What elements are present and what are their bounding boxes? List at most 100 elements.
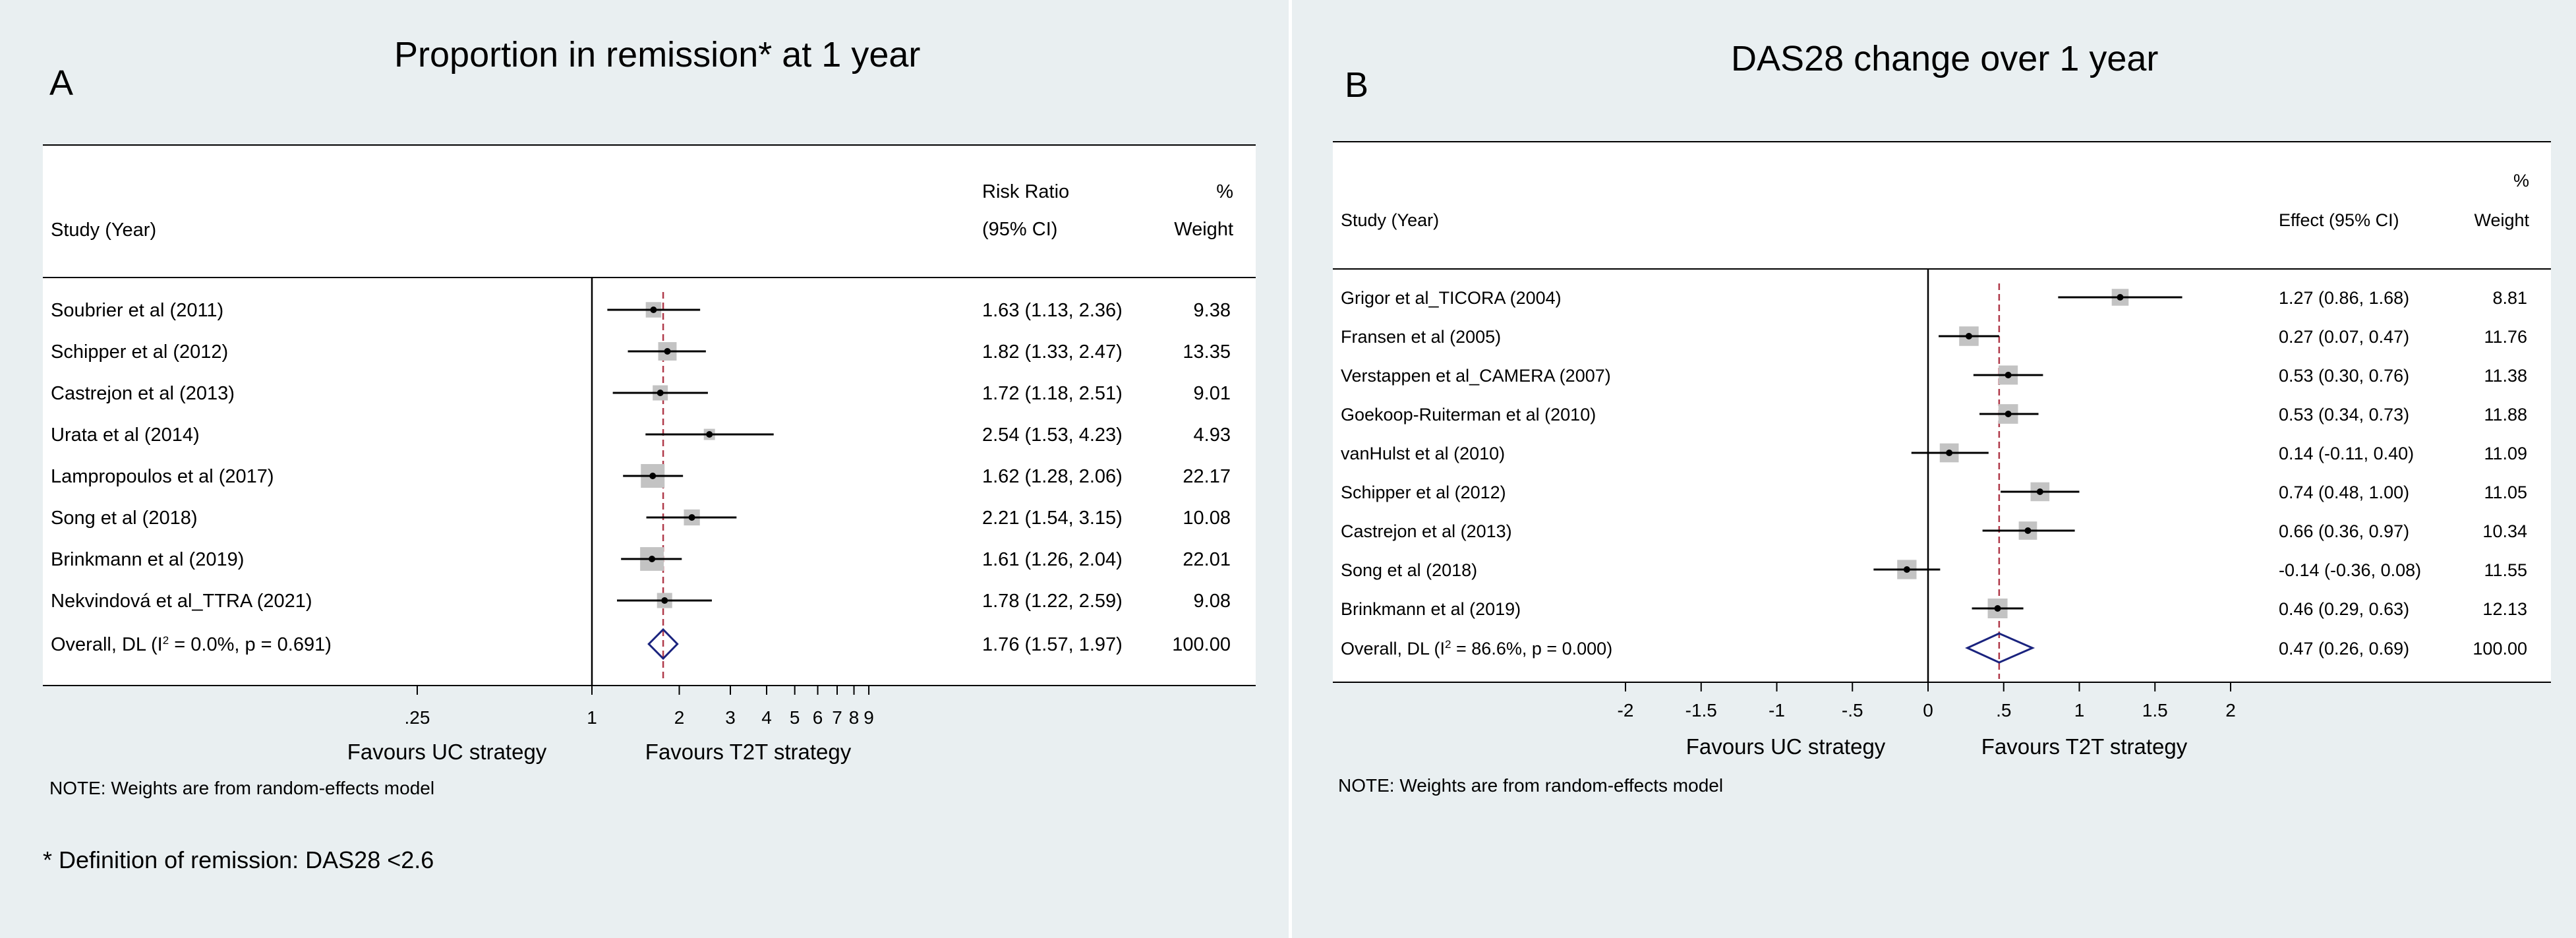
study-weight: 10.08 [1183,508,1231,529]
panel-title: Proportion in remission* at 1 year [394,35,921,74]
x-axis-tick-label: 0 [1923,700,1933,720]
favours-left-label: Favours UC strategy [1686,734,1886,759]
x-axis-tick-label: 1 [587,707,597,728]
x-axis-tick-label: 1.5 [2142,700,2168,720]
favours-right-label: Favours T2T strategy [1981,734,2188,759]
overall-weight: 100.00 [1172,634,1231,655]
x-axis-tick-label: -1.5 [1685,700,1717,720]
study-name: Urata et al (2014) [51,425,200,446]
study-effect-ci: 0.66 (0.36, 0.97) [2279,521,2409,541]
study-effect-ci: 1.82 (1.33, 2.47) [982,341,1123,363]
study-name: Song et al (2018) [51,508,197,529]
favours-right-label: Favours T2T strategy [645,740,852,764]
study-effect-ci: 2.21 (1.54, 3.15) [982,508,1123,529]
study-weight: 10.34 [2482,521,2527,541]
study-effect-ci: 1.72 (1.18, 2.51) [982,383,1123,404]
study-effect-ci: -0.14 (-0.36, 0.08) [2279,560,2421,580]
study-name: Schipper et al (2012) [51,341,228,363]
study-name: Soubrier et al (2011) [51,300,223,321]
x-axis-tick-label: 2 [674,707,685,728]
favours-left-label: Favours UC strategy [347,740,547,764]
study-name: Schipper et al (2012) [1341,483,1506,502]
column-header-weight: Weight [2474,210,2529,230]
study-effect-ci: 0.74 (0.48, 1.00) [2279,483,2409,502]
plot-area: Study (Year) Risk Ratio (95% CI)% Weight Sou… [43,144,1256,764]
study-point-estimate [2024,527,2032,534]
study-effect-ci: 0.53 (0.34, 0.73) [2279,405,2409,425]
column-header-study: Study (Year) [1341,210,1439,230]
x-axis-tick-label: 4 [761,707,772,728]
study-point-estimate [1994,605,2001,612]
study-weight: 11.76 [2484,327,2527,347]
overall-effect-ci: 0.47 (0.26, 0.69) [2279,639,2409,659]
column-header-ci: Effect (95% CI) [2279,210,2399,230]
overall-diamond [647,628,679,660]
study-point-estimate [650,307,657,313]
forest-panel-b: B DAS28 change over 1 year Study (Year) E… [1292,0,2576,938]
study-weight: 4.93 [1194,425,1231,446]
remission-definition: * Definition of remission: DAS28 <2.6 [43,846,434,873]
study-point-estimate [649,556,656,562]
study-name: Nekvindová et al_TTRA (2021) [51,591,312,612]
x-axis-tick-label: 6 [813,707,823,728]
study-weight: 12.13 [2482,599,2527,619]
study-weight: 9.38 [1194,300,1231,321]
study-effect-ci: 0.46 (0.29, 0.63) [2279,599,2409,619]
study-weight: 8.81 [2492,288,2527,308]
study-effect-ci: 1.63 (1.13, 2.36) [982,300,1123,321]
study-weight: 11.38 [2484,366,2527,386]
study-point-estimate [688,514,695,521]
study-weight: 22.17 [1183,466,1231,487]
weights-note: NOTE: Weights are from random-effects mo… [1338,775,1724,796]
plot-area: Study (Year) Effect (95% CI)% Weight Grigor… [1333,141,2551,759]
study-weight: 11.88 [2484,405,2527,425]
study-name: Song et al (2018) [1341,560,1477,580]
x-axis-tick-label: -.5 [1842,700,1863,720]
column-header-study: Study (Year) [51,220,156,241]
study-point-estimate [706,431,713,438]
study-name: Grigor et al_TICORA (2004) [1341,288,1562,308]
x-axis-tick-label: -2 [1618,700,1634,720]
study-effect-ci: 1.61 (1.26, 2.04) [982,549,1123,570]
study-point-estimate [661,597,668,604]
column-header-effect: Risk Ratio [982,181,1069,202]
forest-panel-a: A Proportion in remission* at 1 year Stu… [0,0,1289,938]
study-effect-ci: 0.53 (0.30, 0.76) [2279,366,2409,386]
study-point-estimate [2117,294,2124,301]
overall-label: Overall, DL (I2 = 0.0%, p = 0.691) [51,634,332,655]
study-effect-ci: 2.54 (1.53, 4.23) [982,425,1123,446]
study-name: Castrejon et al (2013) [51,383,235,404]
forest-plot: Study (Year) Risk Ratio (95% CI)% Weight Sou… [43,144,1256,764]
study-point-estimate [657,390,664,396]
study-name: Castrejon et al (2013) [1341,521,1512,541]
study-point-estimate [2036,488,2043,495]
study-effect-ci: 1.62 (1.28, 2.06) [982,466,1123,487]
study-name: Lampropoulos et al (2017) [51,466,274,487]
study-name: Goekoop-Ruiterman et al (2010) [1341,405,1596,425]
study-point-estimate [649,473,657,479]
study-point-estimate [2005,411,2012,417]
study-weight: 13.35 [1183,341,1231,363]
forest-plot: Study (Year) Effect (95% CI)% Weight Grigor… [1333,141,2551,759]
study-weight: 22.01 [1183,549,1231,570]
x-axis-tick-label: -1 [1769,700,1785,720]
x-axis-tick-label: 8 [849,707,860,728]
overall-weight: 100.00 [2473,639,2527,659]
column-header-percent: % [1216,181,1233,202]
x-axis-tick-label: .5 [1996,700,2011,720]
study-point-estimate [1965,333,1972,339]
study-weight: 9.01 [1194,383,1231,404]
x-axis-tick-label: 7 [832,707,842,728]
study-name: Brinkmann et al (2019) [51,549,244,570]
study-name: vanHulst et al (2010) [1341,444,1505,463]
panel-label: A [49,63,74,103]
study-name: Fransen et al (2005) [1341,327,1501,347]
study-weight: 11.55 [2484,560,2527,580]
study-weight: 9.08 [1194,591,1231,612]
column-header-percent: % [2513,171,2529,191]
weights-note: NOTE: Weights are from random-effects mo… [49,778,435,798]
study-name: Brinkmann et al (2019) [1341,599,1521,619]
study-point-estimate [1903,566,1910,573]
study-point-estimate [1946,450,1953,456]
x-axis-tick-label: 1 [2074,700,2085,720]
